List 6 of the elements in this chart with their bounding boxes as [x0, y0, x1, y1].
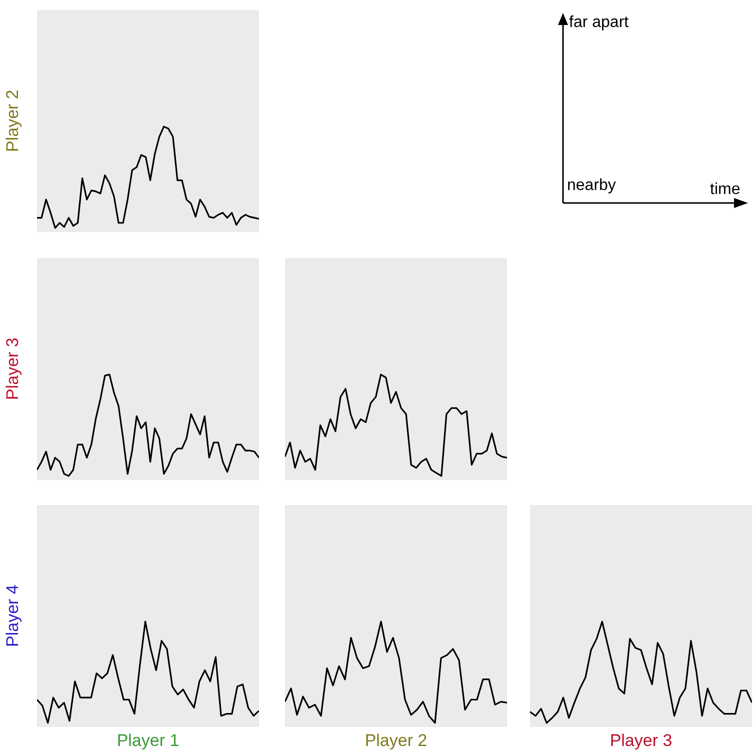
y-axis-title: Player 2 [3, 88, 23, 154]
y-axis-title: Player 4 [3, 584, 23, 650]
x-axis-title: Player 3 [608, 731, 674, 751]
x-axis-title: Player 2 [364, 731, 428, 751]
x-axis-title: Player 1 [116, 731, 180, 751]
y-axis-title: Player 3 [3, 336, 23, 402]
